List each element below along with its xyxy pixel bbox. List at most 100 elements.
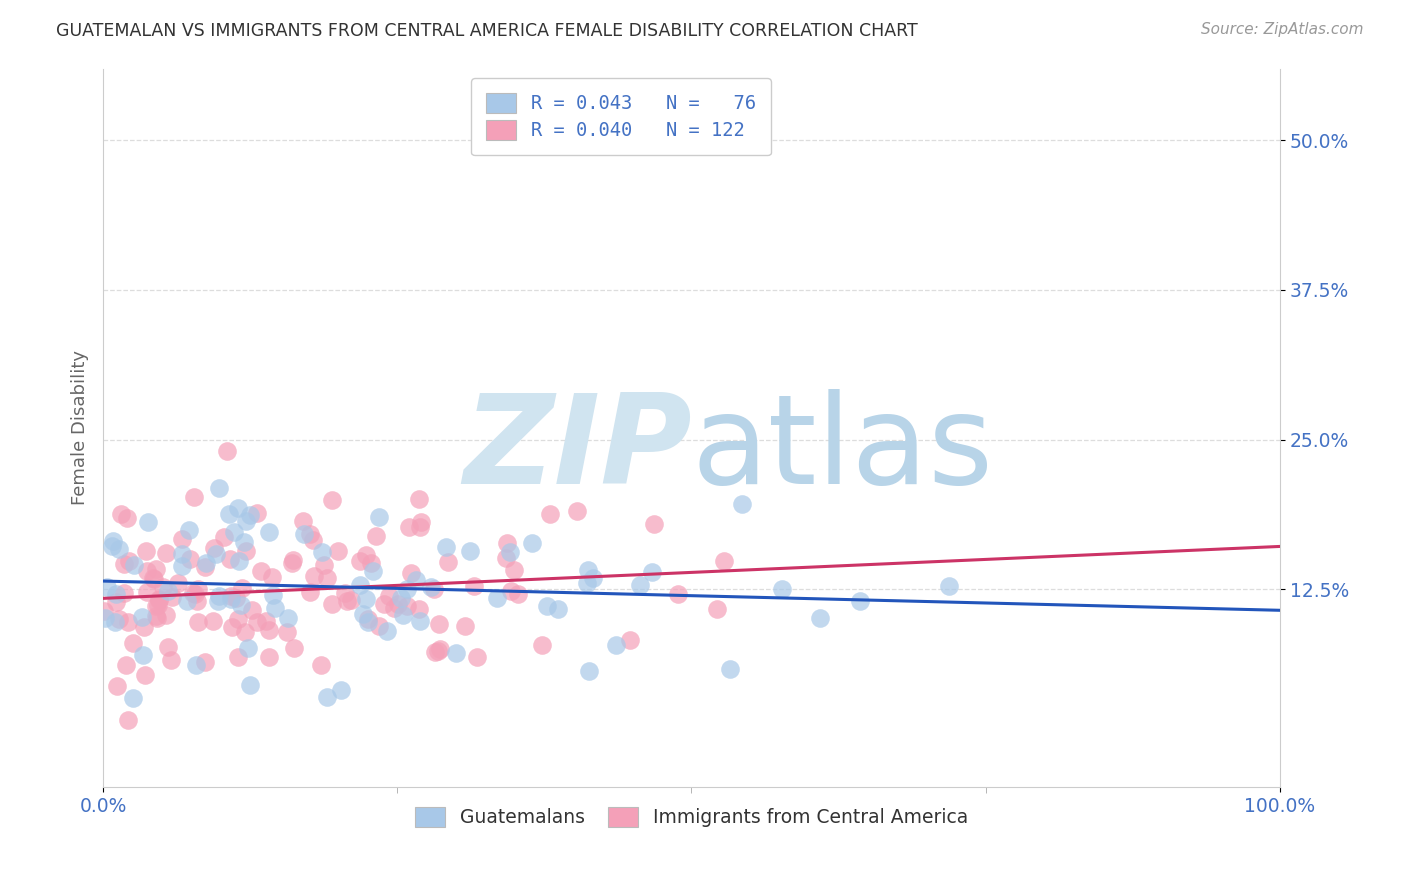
Point bbox=[134, 668, 156, 682]
Point bbox=[257, 525, 280, 540]
Point bbox=[575, 575, 598, 590]
Point bbox=[122, 636, 145, 650]
Point bbox=[148, 592, 170, 607]
Point bbox=[160, 653, 183, 667]
Point bbox=[132, 620, 155, 634]
Point bbox=[121, 690, 143, 705]
Point bbox=[326, 544, 349, 558]
Point bbox=[101, 539, 124, 553]
Point bbox=[240, 603, 263, 617]
Point bbox=[194, 655, 217, 669]
Point bbox=[186, 594, 208, 608]
Point bbox=[145, 609, 167, 624]
Point bbox=[218, 507, 240, 521]
Point bbox=[565, 504, 588, 518]
Point bbox=[115, 511, 138, 525]
Point bbox=[336, 594, 359, 608]
Point bbox=[458, 544, 481, 558]
Point bbox=[408, 491, 430, 506]
Point bbox=[101, 534, 124, 549]
Point bbox=[281, 556, 304, 570]
Point bbox=[228, 554, 250, 568]
Point bbox=[520, 536, 543, 550]
Point bbox=[354, 592, 377, 607]
Point bbox=[666, 587, 689, 601]
Point bbox=[357, 611, 380, 625]
Point bbox=[160, 590, 183, 604]
Point bbox=[155, 608, 177, 623]
Point bbox=[495, 551, 517, 566]
Point bbox=[382, 600, 405, 615]
Point bbox=[335, 585, 357, 599]
Point bbox=[315, 690, 337, 705]
Point bbox=[222, 524, 245, 539]
Point bbox=[360, 556, 382, 570]
Point bbox=[713, 554, 735, 568]
Point bbox=[177, 523, 200, 537]
Point bbox=[172, 532, 194, 546]
Point bbox=[167, 576, 190, 591]
Point bbox=[235, 544, 257, 558]
Point bbox=[395, 582, 418, 597]
Point bbox=[405, 573, 427, 587]
Point bbox=[349, 577, 371, 591]
Text: ZIP: ZIP bbox=[463, 389, 692, 509]
Point bbox=[112, 557, 135, 571]
Point bbox=[170, 559, 193, 574]
Point bbox=[499, 583, 522, 598]
Point bbox=[291, 514, 314, 528]
Point bbox=[250, 564, 273, 578]
Point bbox=[367, 509, 389, 524]
Point bbox=[378, 589, 401, 603]
Point bbox=[212, 530, 235, 544]
Point bbox=[108, 612, 131, 626]
Point bbox=[938, 579, 960, 593]
Point bbox=[436, 540, 458, 554]
Y-axis label: Female Disability: Female Disability bbox=[72, 351, 89, 505]
Point bbox=[202, 541, 225, 556]
Point bbox=[641, 565, 664, 579]
Point bbox=[718, 662, 741, 676]
Point bbox=[409, 520, 432, 534]
Point bbox=[135, 544, 157, 558]
Point bbox=[259, 650, 281, 665]
Point bbox=[364, 529, 387, 543]
Point bbox=[427, 616, 450, 631]
Point bbox=[219, 591, 242, 606]
Point bbox=[277, 611, 299, 625]
Point bbox=[340, 593, 363, 607]
Point bbox=[354, 548, 377, 562]
Point bbox=[330, 682, 353, 697]
Point bbox=[411, 515, 433, 529]
Point bbox=[316, 571, 339, 585]
Point bbox=[312, 558, 335, 573]
Point bbox=[538, 507, 561, 521]
Text: Source: ZipAtlas.com: Source: ZipAtlas.com bbox=[1201, 22, 1364, 37]
Point bbox=[226, 501, 249, 516]
Point bbox=[148, 599, 170, 613]
Point bbox=[112, 586, 135, 600]
Point bbox=[292, 527, 315, 541]
Point bbox=[157, 584, 180, 599]
Point bbox=[463, 579, 485, 593]
Point bbox=[117, 615, 139, 629]
Point bbox=[628, 577, 651, 591]
Point bbox=[605, 638, 627, 652]
Point bbox=[281, 552, 304, 566]
Point bbox=[536, 599, 558, 614]
Point bbox=[425, 645, 447, 659]
Point bbox=[118, 554, 141, 568]
Point bbox=[96, 580, 118, 594]
Point bbox=[108, 541, 131, 556]
Point bbox=[235, 514, 257, 528]
Point bbox=[262, 588, 284, 602]
Point bbox=[375, 624, 398, 638]
Point bbox=[205, 547, 228, 561]
Point bbox=[454, 619, 477, 633]
Point bbox=[309, 658, 332, 673]
Point bbox=[395, 599, 418, 613]
Point bbox=[135, 564, 157, 578]
Point bbox=[208, 481, 231, 495]
Point bbox=[231, 581, 253, 595]
Legend: Guatemalans, Immigrants from Central America: Guatemalans, Immigrants from Central Ame… bbox=[408, 799, 976, 835]
